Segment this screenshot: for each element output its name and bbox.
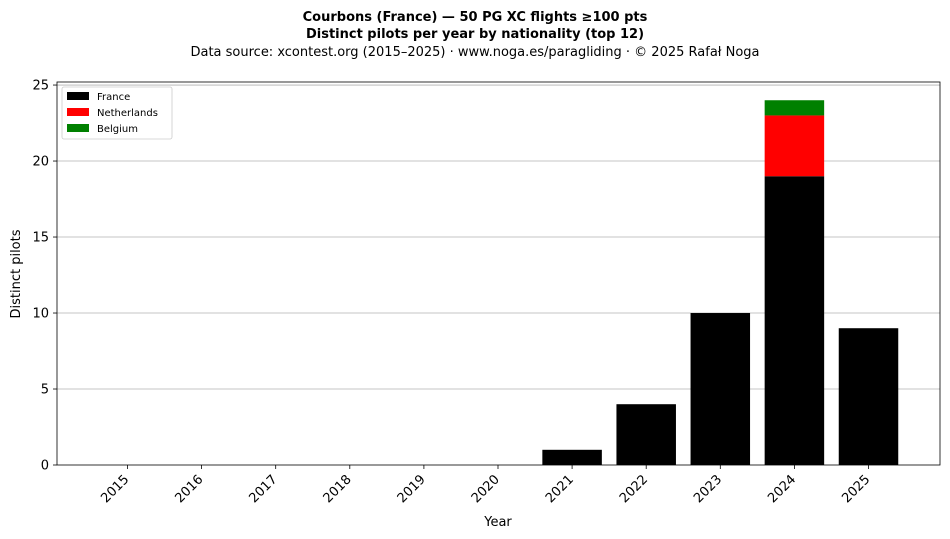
y-tick-label-10: 10 [32, 307, 49, 322]
legend-frame [61, 86, 173, 140]
x-tick-label-2015: 2015 [98, 472, 132, 506]
bar-netherlands-2024 [764, 115, 825, 177]
legend-swatch-netherlands [67, 108, 89, 116]
bar-france-2023 [690, 313, 751, 465]
bar-france-2025 [838, 328, 899, 465]
legend-label-netherlands: Netherlands [97, 108, 158, 119]
y-tick-label-0: 0 [41, 459, 49, 474]
bars [542, 100, 899, 465]
bar-belgium-2024 [764, 100, 825, 116]
x-tick-label-2020: 2020 [469, 472, 503, 506]
chart-subtitle: Distinct pilots per year by nationality … [306, 27, 644, 42]
x-tick-label-2021: 2021 [543, 472, 577, 506]
legend: France Netherlands Belgium [61, 86, 173, 140]
plot-frame [56, 81, 941, 466]
y-tick-label-5: 5 [41, 383, 49, 398]
legend-swatch-belgium [67, 124, 89, 132]
x-tick-label-2018: 2018 [321, 472, 355, 506]
x-tick-label-2024: 2024 [765, 472, 799, 506]
x-tick-label-2016: 2016 [172, 472, 206, 506]
chart-title: Courbons (France) — 50 PG XC flights ≥10… [303, 10, 648, 25]
x-axis-ticks: 2015 2016 2017 2018 2019 2020 2021 2022 2023 2024… [98, 465, 873, 506]
legend-label-belgium: Belgium [97, 124, 138, 135]
x-axis-label: Year [483, 515, 512, 530]
bar-france-2022 [616, 404, 676, 465]
bar-france-2024 [764, 176, 825, 465]
y-tick-label-15: 15 [32, 231, 49, 246]
axes [56, 81, 941, 466]
y-axis-ticks: 0 5 10 15 20 25 [32, 79, 57, 474]
x-tick-label-2019: 2019 [395, 472, 429, 506]
x-tick-label-2022: 2022 [617, 472, 651, 506]
x-tick-label-2025: 2025 [839, 472, 873, 506]
y-axis-label: Distinct pilots [9, 229, 24, 318]
chart-source: Data source: xcontest.org (2015–2025) · … [190, 45, 759, 60]
x-tick-label-2023: 2023 [691, 472, 725, 506]
legend-swatch-france [67, 92, 89, 100]
y-tick-label-25: 25 [32, 79, 49, 94]
bar-france-2021 [542, 449, 602, 465]
legend-label-france: France [97, 92, 130, 103]
x-tick-label-2017: 2017 [247, 472, 281, 506]
y-tick-label-20: 20 [32, 155, 49, 170]
